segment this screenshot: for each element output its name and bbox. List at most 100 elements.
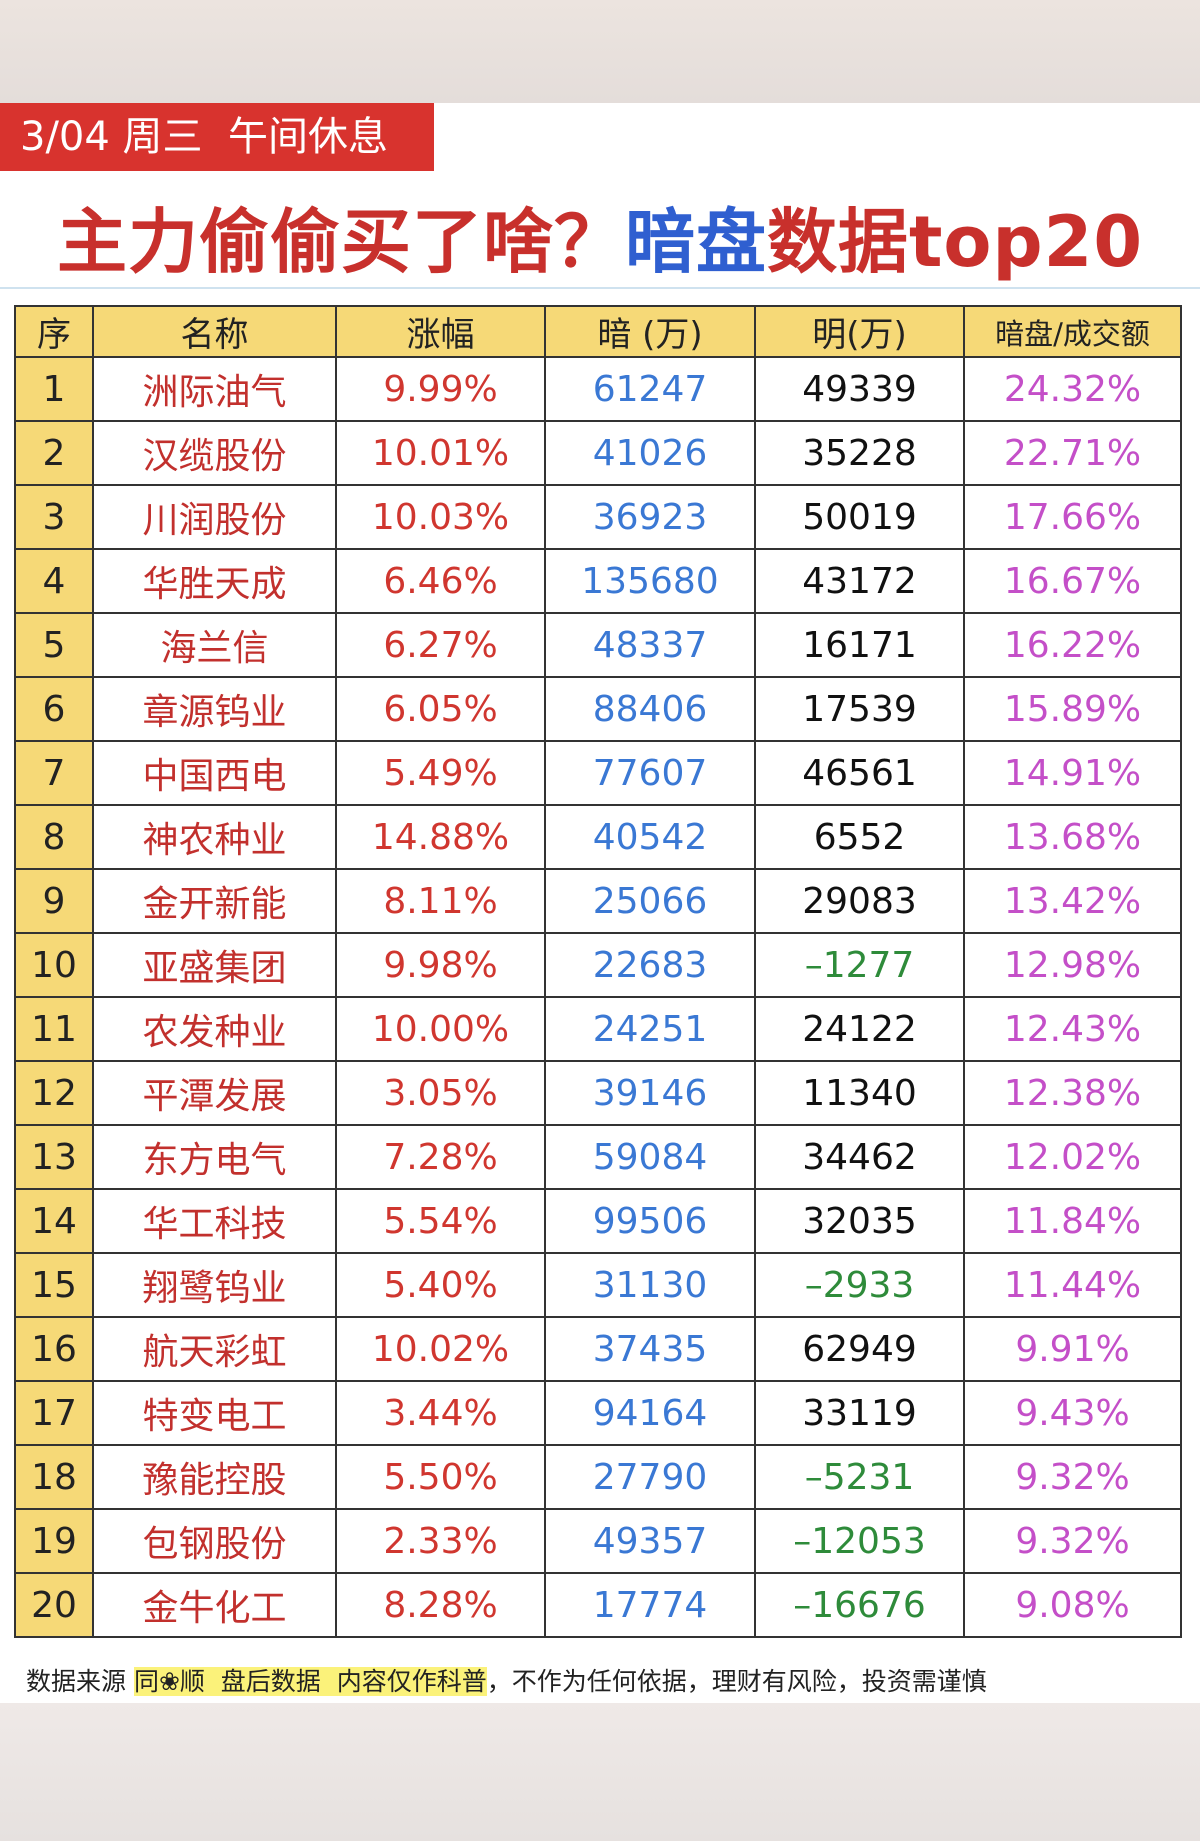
table-cell: 洲际油气	[92, 356, 337, 422]
table-cell: 13.68%	[963, 804, 1182, 870]
table-row: 6 章源钨业 6.05% 88406 17539 15.89%	[14, 676, 1182, 742]
table-cell: 10.00%	[335, 996, 546, 1062]
table-cell: 39146	[544, 1060, 756, 1126]
table-cell: 35228	[754, 420, 965, 486]
table-row: 20 金牛化工 8.28% 17774 –16676 9.08%	[14, 1572, 1182, 1638]
footer: 数据来源 同❀顺 盘后数据 内容仅作科普，不作为任何依据，理财有风险，投资需谨慎	[26, 1662, 987, 1698]
title-part: 主力偷偷买了啥？	[56, 201, 625, 283]
table-cell: 3.44%	[335, 1380, 546, 1446]
table-row: 12 平潭发展 3.05% 39146 11340 12.38%	[14, 1060, 1182, 1126]
table-cell: 24122	[754, 996, 965, 1062]
table-cell: 中国西电	[92, 740, 337, 806]
table-cell: 9.43%	[963, 1380, 1182, 1446]
data-table: 序名称 涨幅暗 (万) 明(万) 暗盘/成交额 1 洲际油气 9.99% 61247 4933…	[14, 305, 1182, 1638]
table-cell: 7.28%	[335, 1124, 546, 1190]
title-part: 暗盘	[624, 201, 767, 283]
bottom-band	[0, 1703, 1200, 1841]
table-cell: 33119	[754, 1380, 965, 1446]
table-cell: 99506	[544, 1188, 756, 1254]
table-cell: 包钢股份	[92, 1508, 337, 1574]
table-cell: 22683	[544, 932, 756, 998]
table-row: 3 川润股份 10.03% 36923 50019 17.66%	[14, 484, 1182, 550]
table-cell: 77607	[544, 740, 756, 806]
table-cell: 5.50%	[335, 1444, 546, 1510]
table-cell: 9	[14, 868, 94, 934]
table-cell: 10.02%	[335, 1316, 546, 1382]
column-header: 暗 (万)	[544, 305, 756, 358]
table-cell: 9.99%	[335, 356, 546, 422]
table-cell: 17774	[544, 1572, 756, 1638]
table-cell: 24.32%	[963, 356, 1182, 422]
table-cell: 亚盛集团	[92, 932, 337, 998]
table-cell: 41026	[544, 420, 756, 486]
table-cell: 汉缆股份	[92, 420, 337, 486]
table-cell: 航天彩虹	[92, 1316, 337, 1382]
top-band	[0, 0, 1200, 103]
table-cell: 32035	[754, 1188, 965, 1254]
table-cell: 6	[14, 676, 94, 742]
table-row: 18 豫能控股 5.50% 27790 –5231 9.32%	[14, 1444, 1182, 1510]
table-cell: 62949	[754, 1316, 965, 1382]
table-cell: 平潭发展	[92, 1060, 337, 1126]
table-cell: 金牛化工	[92, 1572, 337, 1638]
table-row: 11 农发种业 10.00% 24251 24122 12.43%	[14, 996, 1182, 1062]
divider	[0, 287, 1200, 289]
table-cell: 10.01%	[335, 420, 546, 486]
table-cell: –16676	[754, 1572, 965, 1638]
table-cell: 9.32%	[963, 1508, 1182, 1574]
table-cell: 46561	[754, 740, 965, 806]
table-cell: 4	[14, 548, 94, 614]
table-cell: 24251	[544, 996, 756, 1062]
table-cell: –12053	[754, 1508, 965, 1574]
table-cell: 12.38%	[963, 1060, 1182, 1126]
table-cell: 10	[14, 932, 94, 998]
table-cell: 14.88%	[335, 804, 546, 870]
footer-lead: 数据来源	[26, 1667, 127, 1696]
table-cell: 15	[14, 1252, 94, 1318]
table-cell: 27790	[544, 1444, 756, 1510]
table-cell: 17539	[754, 676, 965, 742]
table-cell: –5231	[754, 1444, 965, 1510]
table-row: 1 洲际油气 9.99% 61247 49339 24.32%	[14, 356, 1182, 422]
table-cell: 3	[14, 484, 94, 550]
column-header: 涨幅	[335, 305, 546, 358]
table-cell: 29083	[754, 868, 965, 934]
footer-note: ，不作为任何依据，理财有风险，投资需谨慎	[486, 1667, 987, 1696]
table-cell: 5.49%	[335, 740, 546, 806]
table-cell: 6.27%	[335, 612, 546, 678]
table-cell: 6.05%	[335, 676, 546, 742]
table-cell: 12.02%	[963, 1124, 1182, 1190]
table-cell: 6552	[754, 804, 965, 870]
table-cell: 48337	[544, 612, 756, 678]
table-cell: 10.03%	[335, 484, 546, 550]
table-cell: 豫能控股	[92, 1444, 337, 1510]
table-cell: 9.08%	[963, 1572, 1182, 1638]
table-cell: 5	[14, 612, 94, 678]
table-row: 13 东方电气 7.28% 59084 34462 12.02%	[14, 1124, 1182, 1190]
table-cell: 3.05%	[335, 1060, 546, 1126]
table-cell: 7	[14, 740, 94, 806]
table-cell: 12.43%	[963, 996, 1182, 1062]
table-cell: 36923	[544, 484, 756, 550]
table-cell: 农发种业	[92, 996, 337, 1062]
table-cell: 9.98%	[335, 932, 546, 998]
table-cell: 华胜天成	[92, 548, 337, 614]
table-cell: 东方电气	[92, 1124, 337, 1190]
table-cell: 50019	[754, 484, 965, 550]
table-row: 10 亚盛集团 9.98% 22683 –1277 12.98%	[14, 932, 1182, 998]
table-cell: 37435	[544, 1316, 756, 1382]
table-cell: 43172	[754, 548, 965, 614]
table-cell: 59084	[544, 1124, 756, 1190]
table-row: 2 汉缆股份 10.01% 41026 35228 22.71%	[14, 420, 1182, 486]
table-cell: 16171	[754, 612, 965, 678]
table-cell: –1277	[754, 932, 965, 998]
column-header: 名称	[92, 305, 337, 358]
table-cell: 14	[14, 1188, 94, 1254]
table-cell: 5.54%	[335, 1188, 546, 1254]
table-row: 7 中国西电 5.49% 77607 46561 14.91%	[14, 740, 1182, 806]
footer-highlight: 同❀顺 盘后数据 内容仅作科普	[133, 1667, 487, 1696]
table-cell: 20	[14, 1572, 94, 1638]
table-cell: 12	[14, 1060, 94, 1126]
table-cell: 华工科技	[92, 1188, 337, 1254]
table-cell: 34462	[754, 1124, 965, 1190]
